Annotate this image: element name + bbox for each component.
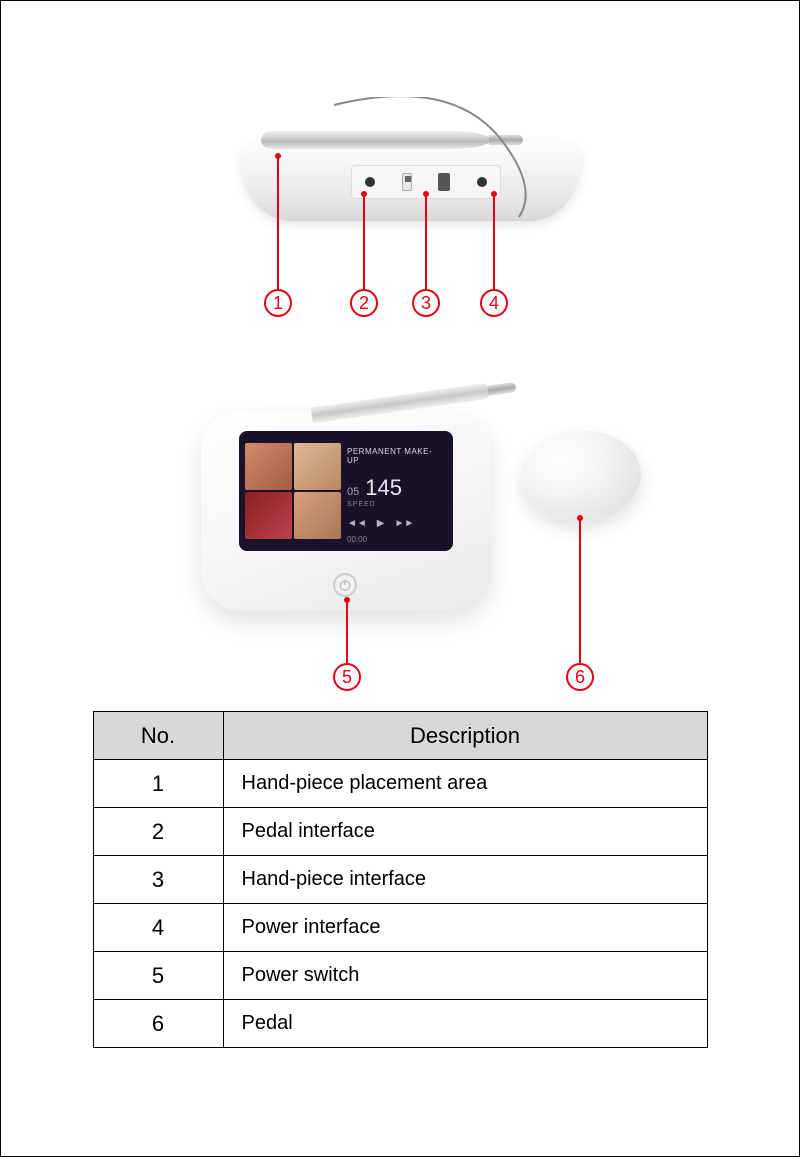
screen-info-panel: PERMANENT MAKE-UP 05 145 SPEED ◄◄ ▶ ►► 0… [347,447,443,544]
table-cell-no: 4 [93,904,223,952]
table-row: 3 Hand-piece interface [93,856,707,904]
table-row: 5 Power switch [93,952,707,1000]
screen-small-num: 05 [347,486,359,498]
table-header-no: No. [93,712,223,760]
screen-speed-label: SPEED [347,501,443,508]
power-icon [338,578,352,592]
power-switch-icon [333,573,357,597]
table-header-row: No. Description [93,712,707,760]
table-cell-no: 6 [93,1000,223,1048]
callout-number-2: 2 [350,289,378,317]
callout-number-1: 1 [264,289,292,317]
table-cell-desc: Power switch [223,952,707,1000]
screen-thumb-face [294,492,341,539]
callout-line-5 [346,601,348,665]
callout-line-6 [579,519,581,665]
screen-title: PERMANENT MAKE-UP [347,447,443,465]
prev-icon: ◄◄ [347,518,367,529]
foot-pedal [518,427,644,525]
table-cell-no: 5 [93,952,223,1000]
screen-numbers: 05 145 [347,475,443,501]
diagram-area: 1 2 3 4 PERMANENT MAKE-UP [51,61,749,681]
screen-big-num: 145 [365,475,402,501]
table-cell-no: 3 [93,856,223,904]
table-row: 6 Pedal [93,1000,707,1048]
screen-controls: ◄◄ ▶ ►► [347,518,443,529]
device-touchscreen: PERMANENT MAKE-UP 05 145 SPEED ◄◄ ▶ ►► 0… [239,431,453,551]
table-cell-desc: Pedal [223,1000,707,1048]
table-header-desc: Description [223,712,707,760]
table-row: 4 Power interface [93,904,707,952]
screen-time: 00:00 [347,535,443,544]
table-cell-no: 1 [93,760,223,808]
screen-thumb-eye [245,443,292,490]
table-cell-desc: Pedal interface [223,808,707,856]
description-table: No. Description 1 Hand-piece placement a… [93,711,708,1048]
screen-thumb-lips [245,492,292,539]
table-cell-desc: Hand-piece placement area [223,760,707,808]
play-icon: ▶ [377,518,385,529]
next-icon: ►► [395,518,415,529]
callout-number-6: 6 [566,663,594,691]
table-cell-desc: Power interface [223,904,707,952]
page-container: 1 2 3 4 PERMANENT MAKE-UP [0,0,800,1157]
callout-number-5: 5 [333,663,361,691]
table-row: 2 Pedal interface [93,808,707,856]
table-cell-no: 2 [93,808,223,856]
device-front-view: PERMANENT MAKE-UP 05 145 SPEED ◄◄ ▶ ►► 0… [201,381,511,611]
table-row: 1 Hand-piece placement area [93,760,707,808]
pedal-cable [329,97,529,257]
screen-thumb-brow [294,443,341,490]
table-cell-desc: Hand-piece interface [223,856,707,904]
callout-number-3: 3 [412,289,440,317]
callout-line-1 [277,157,279,291]
callout-number-4: 4 [480,289,508,317]
screen-thumbnail-grid [245,443,341,539]
